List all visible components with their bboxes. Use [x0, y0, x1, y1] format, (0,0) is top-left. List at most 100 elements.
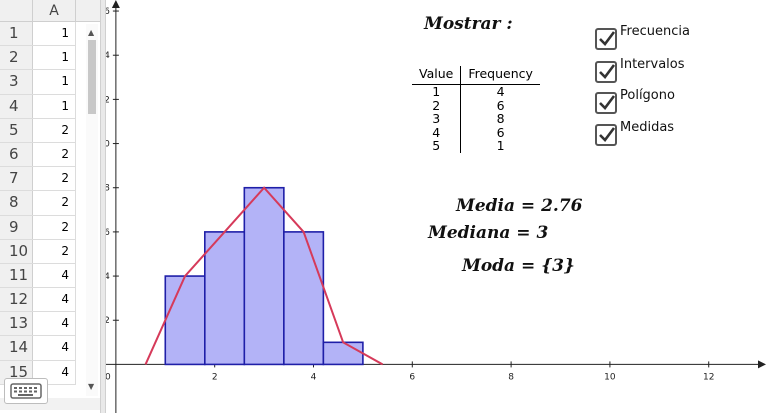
histogram-bar [322, 341, 364, 366]
y-tick-label: 2 [106, 316, 110, 326]
table-cell-value: 3 [412, 112, 462, 126]
cell-value[interactable]: 2 [33, 239, 76, 263]
row-number[interactable]: 10 [0, 239, 33, 263]
histogram-bar [204, 231, 246, 366]
corner-cell[interactable] [0, 0, 33, 22]
frequency-polygon [144, 186, 384, 366]
y-tick-label: 4 [106, 272, 110, 282]
row-number[interactable]: 9 [0, 215, 33, 239]
x-axis-arrow [758, 360, 766, 369]
row-number[interactable]: 7 [0, 167, 33, 191]
cell-value[interactable]: 4 [33, 336, 76, 360]
cell-value[interactable]: 2 [33, 142, 76, 167]
y-tick-label: 12 [106, 95, 110, 105]
row-number[interactable]: 1 [0, 22, 33, 46]
graphics-view[interactable]: 024681012246810121416 Mostrar : Value Fr… [106, 0, 768, 413]
cell-value[interactable]: 2 [33, 215, 76, 239]
column-header-a[interactable]: A [33, 0, 76, 22]
checkbox-box[interactable] [595, 92, 617, 114]
table-cell-value: 5 [412, 139, 462, 153]
row-number[interactable]: 13 [0, 312, 33, 336]
checkbox-label[interactable]: Intervalos [620, 57, 685, 72]
cell-value[interactable]: 4 [33, 360, 76, 384]
table-cell-frequency: 6 [496, 124, 505, 140]
x-tick-label: 4 [311, 372, 317, 382]
table-cell-value: 2 [412, 98, 462, 112]
scroll-up-icon[interactable]: ▲ [88, 28, 95, 37]
moda-value: Moda = {3} [462, 256, 575, 276]
cell-value[interactable]: 4 [33, 288, 76, 312]
x-tick-label: 2 [212, 372, 218, 382]
row-number[interactable]: 14 [0, 336, 33, 360]
checkbox-poligono[interactable]: Polígono [595, 88, 675, 114]
cell-value[interactable]: 1 [33, 22, 76, 46]
row-number[interactable]: 12 [0, 288, 33, 312]
cell-value[interactable]: 2 [33, 118, 76, 142]
row-number[interactable]: 11 [0, 263, 33, 288]
scrollbar-thumb[interactable] [88, 40, 96, 114]
cell-value[interactable]: 1 [33, 94, 76, 118]
checkbox-box[interactable] [595, 124, 617, 146]
row-number[interactable]: 3 [0, 70, 33, 94]
cell-value[interactable]: 1 [33, 46, 76, 70]
cell-value[interactable]: 4 [33, 263, 76, 288]
table-cell-frequency: 1 [496, 138, 505, 153]
table-cell-frequency: 4 [496, 84, 505, 99]
checkbox-label[interactable]: Frecuencia [620, 24, 690, 39]
checkbox-box[interactable] [595, 61, 617, 83]
row-number[interactable]: 2 [0, 46, 33, 70]
x-tick-label: 8 [508, 372, 514, 382]
row-number[interactable]: 8 [0, 191, 33, 215]
checkmark-icon [599, 95, 616, 110]
table-cell-frequency: 6 [496, 97, 505, 113]
checkbox-box[interactable] [595, 28, 617, 50]
y-tick-label: 10 [106, 140, 110, 150]
table-row: 13 4 [0, 312, 76, 337]
x-tick-label: 12 [703, 372, 714, 382]
table-header-frequency: Frequency [460, 66, 540, 85]
checkbox-medidas[interactable]: Medidas [595, 120, 674, 146]
checkmark-icon [599, 127, 616, 142]
checkbox-intervalos[interactable]: Intervalos [595, 57, 685, 83]
checkbox-label[interactable]: Medidas [620, 120, 675, 135]
column-header-blank [76, 0, 100, 22]
histogram-bar [164, 275, 206, 366]
cell-value[interactable]: 1 [33, 70, 76, 94]
row-number[interactable]: 4 [0, 94, 33, 118]
y-tick-label: 8 [106, 184, 110, 194]
panel-divider[interactable] [100, 0, 106, 413]
histogram-chart: 024681012246810121416 [106, 0, 766, 413]
media-value: Media = 2.76 [456, 196, 583, 216]
checkbox-frecuencia[interactable]: Frecuencia [595, 24, 690, 50]
table-row: 10 2 [0, 239, 76, 264]
scroll-down-icon[interactable]: ▼ [88, 382, 95, 391]
x-tick-label: 10 [604, 372, 616, 382]
cell-value[interactable]: 4 [33, 312, 76, 336]
row-number[interactable]: 5 [0, 118, 33, 142]
keyboard-button[interactable] [4, 378, 48, 404]
cell-value[interactable]: 2 [33, 167, 76, 191]
checkbox-label[interactable]: Polígono [620, 88, 675, 103]
spreadsheet-view: A 1 1 2 1 3 1 4 1 5 2 6 2 7 2 8 2 9 2 10 2 11 4 12 4 13 4 14 4 15 4 ▲… [0, 0, 100, 413]
vertical-scrollbar[interactable]: ▲ ▼ [86, 24, 98, 396]
table-cell-value: 4 [412, 125, 462, 139]
row-number[interactable]: 6 [0, 142, 33, 167]
table-header-value: Value [412, 66, 462, 85]
x-tick-label: 0 [106, 372, 111, 382]
cell-value[interactable]: 2 [33, 191, 76, 215]
y-tick-label: 16 [106, 7, 110, 17]
column-header-bar: A [0, 0, 100, 22]
table-row: 12 4 [0, 288, 76, 313]
